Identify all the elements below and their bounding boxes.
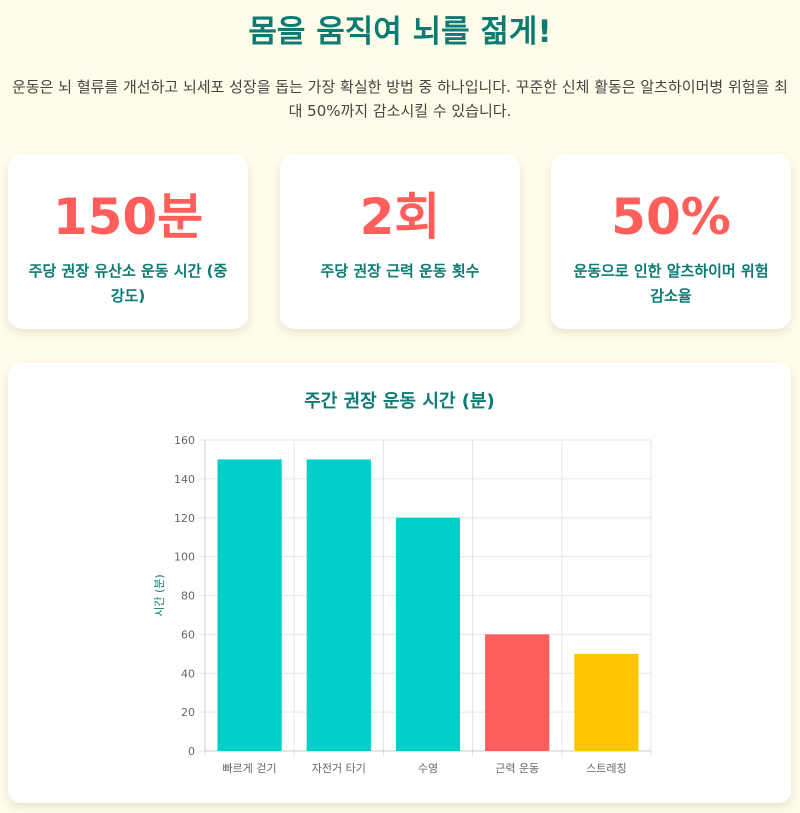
y-tick-label: 0: [188, 745, 195, 758]
y-axis-label: 시간 (분): [153, 574, 166, 616]
y-tick-label: 120: [174, 512, 195, 525]
chart-title: 주간 권장 운동 시간 (분): [304, 391, 495, 412]
x-tick-label: 스트레칭: [586, 762, 626, 775]
stat-value: 2회: [359, 188, 441, 246]
stat-value: 50%: [611, 188, 731, 246]
intro-text: 운동은 뇌 혈류를 개선하고 뇌세포 성장을 돕는 가장 확실한 방법 중 하나…: [12, 78, 788, 120]
bar-5: [574, 653, 639, 751]
bar-3: [395, 517, 461, 751]
y-tick-label: 60: [181, 628, 195, 641]
y-tick-label: 40: [181, 667, 195, 680]
stat-card-aerobic: 150분 주당 권장 유산소 운동 시간 (중강도): [8, 154, 248, 329]
stat-label: 운동으로 인한 알츠하이머 위험 감소율: [573, 262, 769, 305]
y-tick-label: 100: [174, 551, 195, 564]
bar-2: [306, 459, 371, 751]
x-tick-label: 근력 운동: [495, 762, 539, 775]
stat-label: 주당 권장 유산소 운동 시간 (중강도): [28, 262, 228, 305]
stat-value: 150분: [52, 188, 204, 246]
stat-card-risk: 50% 운동으로 인한 알츠하이머 위험 감소율: [551, 154, 791, 329]
x-tick-label: 수영: [418, 762, 438, 775]
x-tick-label: 빠르게 걷기: [223, 762, 277, 775]
x-tick-label: 자전거 타기: [312, 762, 366, 775]
y-tick-label: 160: [174, 434, 195, 447]
y-tick-label: 140: [174, 473, 195, 486]
bar-chart: 0 20 40 60 80 100 120 140 160 빠르게 걷기 자전거 타기 수영 근력 운동…: [153, 434, 652, 775]
stat-label: 주당 권장 근력 운동 횟수: [320, 262, 480, 280]
bar-4: [485, 634, 550, 751]
y-tick-label: 20: [181, 706, 195, 719]
bar-1: [217, 459, 282, 751]
y-tick-label: 80: [181, 590, 195, 603]
stat-card-strength: 2회 주당 권장 근력 운동 횟수: [280, 154, 520, 329]
page-title: 몸을 움직여 뇌를 젊게!: [248, 14, 552, 50]
chart-card: 주간 권장 운동 시간 (분) 0 20 40 60 80 100 120 140 160 빠르게…: [8, 363, 791, 803]
